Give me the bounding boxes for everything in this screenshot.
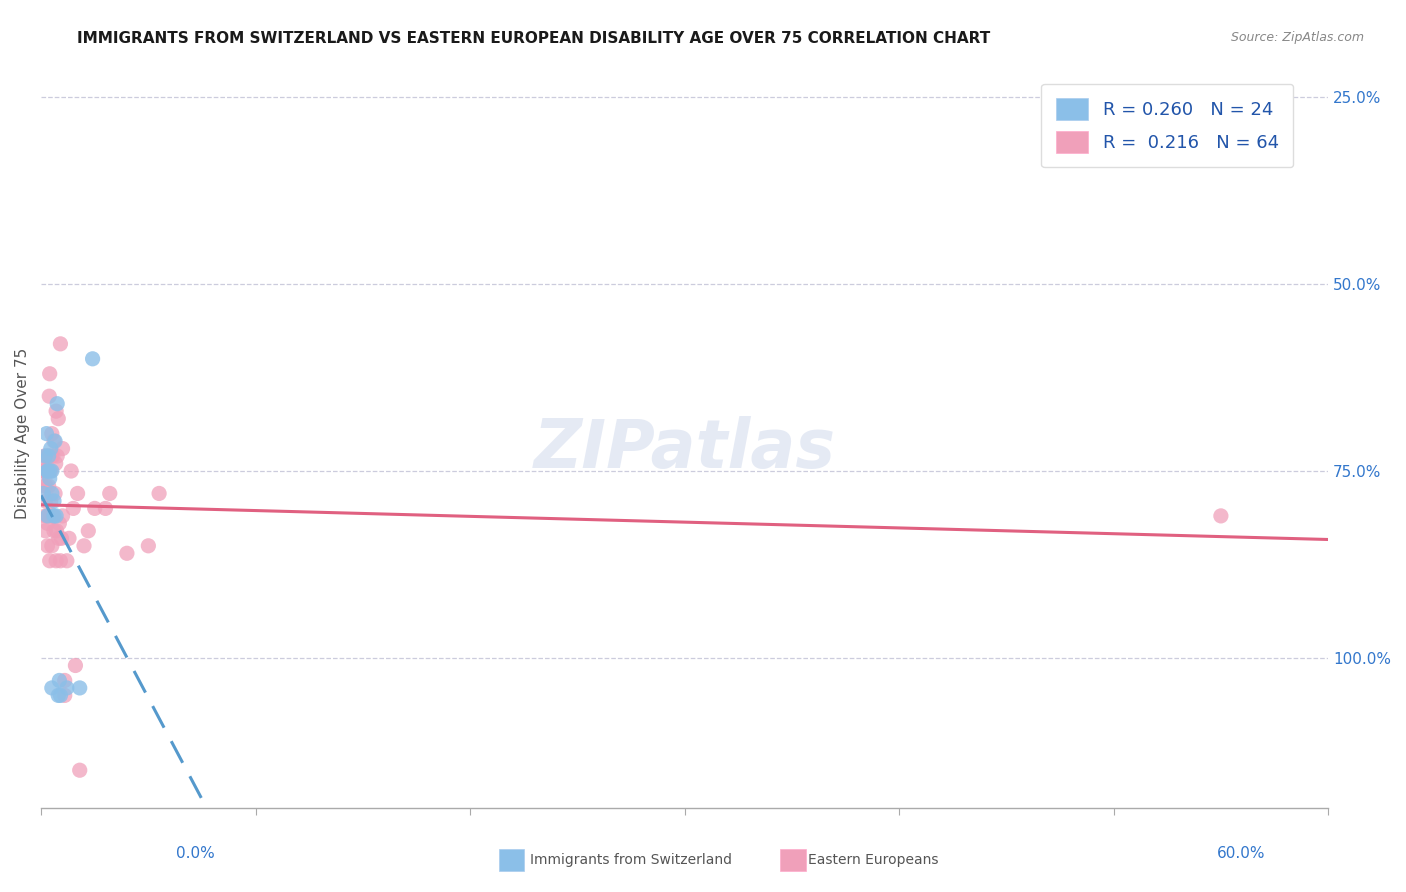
Point	[34, 449, 56, 463]
Point	[38, 471, 60, 485]
Point	[38, 449, 60, 463]
Point	[41, 539, 63, 553]
Point	[39, 494, 62, 508]
Point	[45, 524, 67, 538]
Point	[45, 554, 67, 568]
Point	[32, 464, 55, 478]
Point	[98, 486, 121, 500]
Point	[49, 554, 72, 568]
Point	[41, 486, 63, 500]
Point	[46, 449, 69, 463]
Text: 60.0%: 60.0%	[1218, 846, 1265, 861]
Point	[35, 479, 58, 493]
Point	[44, 486, 66, 500]
Point	[34, 524, 56, 538]
Point	[45, 508, 67, 523]
Point	[39, 508, 62, 523]
Point	[77, 524, 100, 538]
Point	[41, 464, 63, 478]
Point	[51, 532, 73, 546]
Point	[66, 486, 89, 500]
Point	[39, 442, 62, 456]
Point	[1209, 508, 1232, 523]
Point	[65, 658, 87, 673]
Point	[37, 516, 59, 531]
Text: Immigrants from Switzerland: Immigrants from Switzerland	[530, 853, 733, 867]
Point	[53, 689, 76, 703]
Point	[35, 464, 58, 478]
Point	[62, 501, 84, 516]
Point	[56, 681, 79, 695]
Point	[83, 501, 105, 516]
Point	[34, 457, 56, 471]
Point	[138, 539, 160, 553]
Point	[46, 411, 69, 425]
Text: 0.0%: 0.0%	[176, 846, 215, 861]
Point	[32, 479, 55, 493]
Point	[34, 508, 56, 523]
Point	[34, 449, 56, 463]
Point	[42, 524, 65, 538]
Point	[51, 442, 73, 456]
Point	[37, 449, 59, 463]
Point	[37, 508, 59, 523]
Point	[41, 681, 63, 695]
Point	[42, 508, 65, 523]
Point	[38, 464, 60, 478]
Text: Source: ZipAtlas.com: Source: ZipAtlas.com	[1230, 31, 1364, 45]
Point	[37, 464, 59, 478]
Point	[58, 532, 80, 546]
Point	[38, 449, 60, 463]
Point	[56, 554, 79, 568]
Point	[37, 464, 59, 478]
Point	[48, 673, 70, 688]
Point	[46, 689, 69, 703]
Point	[39, 464, 62, 478]
Point	[41, 426, 63, 441]
Point	[32, 464, 55, 478]
Point	[41, 449, 63, 463]
Point	[82, 351, 104, 366]
Point	[37, 508, 59, 523]
Point	[34, 494, 56, 508]
Point	[49, 689, 72, 703]
Point	[42, 434, 65, 448]
Point	[35, 464, 58, 478]
Point	[46, 397, 69, 411]
Point	[45, 404, 67, 418]
Point	[38, 554, 60, 568]
Point	[44, 434, 66, 448]
Y-axis label: Disability Age Over 75: Disability Age Over 75	[15, 348, 30, 519]
Point	[41, 508, 63, 523]
Point	[45, 457, 67, 471]
Point	[32, 464, 55, 478]
Point	[35, 426, 58, 441]
Point	[51, 508, 73, 523]
Point	[115, 546, 138, 560]
Point	[48, 516, 70, 531]
Point	[37, 539, 59, 553]
Point	[38, 389, 60, 403]
Text: Eastern Europeans: Eastern Europeans	[808, 853, 939, 867]
Point	[69, 763, 91, 777]
Text: ZIPatlas: ZIPatlas	[534, 416, 835, 482]
Point	[42, 494, 65, 508]
Point	[53, 673, 76, 688]
Point	[42, 449, 65, 463]
Point	[38, 479, 60, 493]
Point	[73, 539, 96, 553]
Text: IMMIGRANTS FROM SWITZERLAND VS EASTERN EUROPEAN DISABILITY AGE OVER 75 CORRELATI: IMMIGRANTS FROM SWITZERLAND VS EASTERN E…	[77, 31, 991, 46]
Point	[38, 367, 60, 381]
Legend: R = 0.260   N = 24, R =  0.216   N = 64: R = 0.260 N = 24, R = 0.216 N = 64	[1042, 84, 1294, 168]
Point	[48, 532, 70, 546]
Point	[32, 486, 55, 500]
Point	[69, 681, 91, 695]
Point	[42, 508, 65, 523]
Point	[49, 336, 72, 351]
Point	[148, 486, 170, 500]
Point	[94, 501, 117, 516]
Point	[60, 464, 83, 478]
